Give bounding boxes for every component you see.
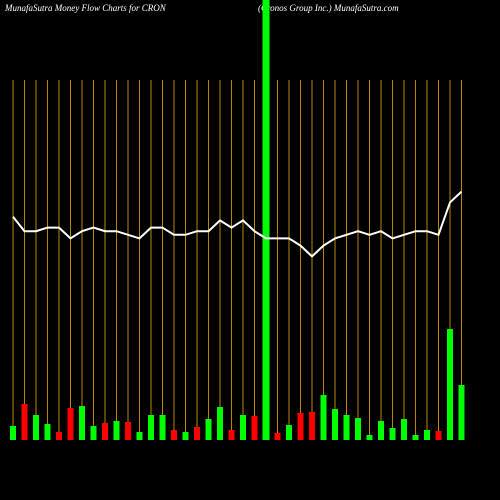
bar — [355, 418, 361, 440]
bar — [159, 415, 166, 440]
bar — [228, 430, 235, 440]
money-flow-line — [12, 190, 463, 258]
bar — [194, 427, 200, 440]
bar — [182, 432, 189, 440]
bar — [240, 415, 246, 440]
bar — [424, 430, 430, 440]
bar — [67, 408, 74, 440]
bar — [136, 432, 143, 440]
bar — [90, 426, 97, 440]
bar — [343, 415, 350, 440]
bar — [125, 422, 131, 440]
bar — [401, 419, 407, 440]
chart-subtitle: (Cronos Group Inc.) MunafaSutra.com — [258, 3, 399, 13]
bar — [297, 413, 304, 440]
bar — [148, 415, 154, 440]
chart-title: MunafaSutra Money Flow Charts for CRON — [4, 3, 167, 13]
bar — [412, 435, 419, 440]
bar — [447, 329, 453, 440]
bar — [205, 419, 212, 440]
bar — [458, 385, 465, 440]
bar — [320, 395, 327, 440]
bar — [435, 431, 442, 440]
bar — [332, 409, 338, 440]
bar — [79, 406, 85, 440]
bar — [366, 435, 373, 440]
highlight-band — [262, 0, 270, 440]
bar — [309, 412, 315, 440]
bar — [217, 407, 223, 440]
bar — [389, 428, 396, 440]
bar — [113, 421, 120, 440]
bar — [33, 415, 39, 440]
bar — [56, 432, 62, 440]
bar — [286, 425, 292, 440]
bar — [44, 424, 51, 440]
bar — [10, 426, 16, 440]
bar — [102, 423, 108, 440]
bar — [171, 430, 177, 440]
bar — [21, 404, 28, 440]
bar — [251, 416, 258, 440]
bar — [378, 421, 384, 440]
bar — [274, 433, 281, 440]
